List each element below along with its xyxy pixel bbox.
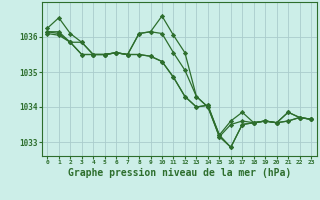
X-axis label: Graphe pression niveau de la mer (hPa): Graphe pression niveau de la mer (hPa) bbox=[68, 168, 291, 178]
